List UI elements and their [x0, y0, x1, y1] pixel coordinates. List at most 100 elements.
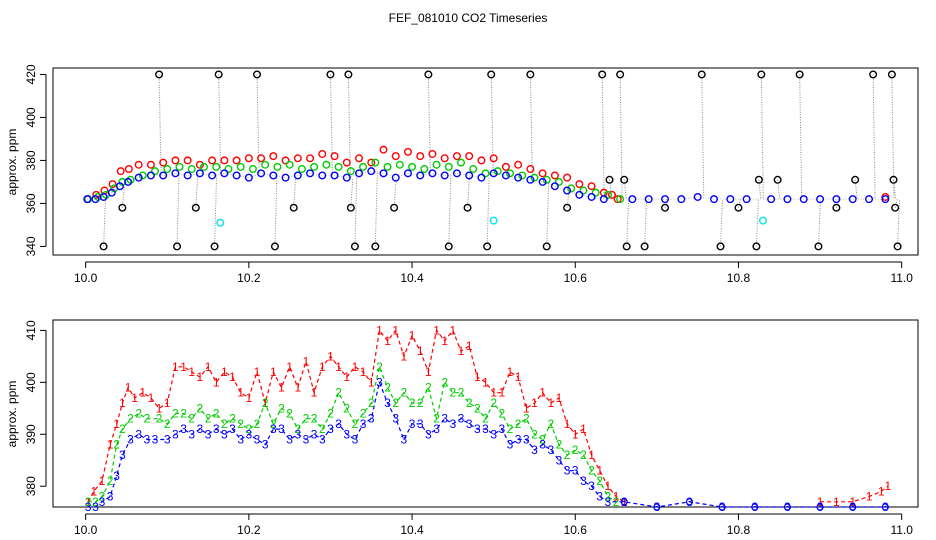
- bottom-point-series-2: 2: [246, 422, 253, 436]
- top-point-series-3: [257, 169, 266, 178]
- bottom-point-series-2: 2: [221, 417, 228, 431]
- bottom-point-series-2: 2: [113, 438, 120, 452]
- bottom-x-tick-label: 10.2: [237, 523, 261, 537]
- top-point-series-2: [542, 175, 551, 184]
- bottom-line-series-3: [88, 380, 886, 508]
- top-point-series-1: [613, 195, 622, 204]
- top-point-series-1: [124, 165, 133, 174]
- bottom-point-series-3: 3: [205, 427, 212, 441]
- top-point-series-3: [195, 169, 204, 178]
- top-point-series-1: [220, 156, 229, 165]
- bottom-point-series-3: 3: [327, 422, 334, 436]
- top-point-series-1: [318, 149, 327, 158]
- top-point-series-5: [814, 242, 823, 251]
- top-point-series-3: [306, 169, 315, 178]
- top-point-series-5: [289, 203, 298, 212]
- bottom-point-series-3: 3: [384, 396, 391, 410]
- bottom-point-series-2: 2: [531, 427, 538, 441]
- top-point-series-1: [159, 158, 168, 167]
- top-point-series-3: [881, 195, 890, 204]
- top-point-series-3: [391, 173, 400, 182]
- bottom-point-series-3: 3: [466, 417, 473, 431]
- bottom-point-series-1: 1: [164, 396, 171, 410]
- top-point-series-3: [563, 186, 572, 195]
- bottom-point-series-1: 1: [613, 490, 620, 504]
- bottom-point-series-1: 1: [262, 396, 269, 410]
- top-point-series-1: [232, 156, 241, 165]
- bottom-point-series-1: 1: [221, 365, 228, 379]
- bottom-point-series-3: 3: [547, 443, 554, 457]
- top-point-series-3: [599, 195, 608, 204]
- bottom-point-series-1: 1: [319, 360, 326, 374]
- top-point-series-5: [390, 203, 399, 212]
- bottom-point-series-2: 2: [197, 401, 204, 415]
- bottom-point-series-1: 1: [866, 490, 873, 504]
- top-spike-line: [817, 199, 821, 247]
- top-point-series-5: [371, 242, 380, 251]
- top-baseline-trace: [87, 170, 886, 200]
- bottom-point-series-2: 2: [401, 386, 408, 400]
- bottom-point-series-3: 3: [197, 422, 204, 436]
- top-spike-line: [626, 199, 630, 247]
- bottom-point-series-3: 3: [515, 432, 522, 446]
- bottom-point-series-2: 2: [156, 412, 163, 426]
- bottom-point-series-3: 3: [474, 422, 481, 436]
- top-point-series-5: [99, 242, 108, 251]
- bottom-point-series-1: 1: [148, 391, 155, 405]
- top-y-tick-label: 380: [24, 150, 38, 170]
- bottom-point-series-1: 1: [507, 365, 514, 379]
- top-point-series-5: [605, 175, 614, 184]
- bottom-point-series-2: 2: [99, 490, 106, 504]
- top-spike-line: [448, 175, 452, 247]
- bottom-point-series-2: 2: [376, 360, 383, 374]
- bottom-point-series-2: 2: [466, 396, 473, 410]
- bottom-point-series-1: 1: [588, 448, 595, 462]
- bottom-point-series-3: 3: [99, 495, 106, 509]
- bottom-y-tick-label: 390: [24, 424, 38, 444]
- top-point-series-1: [452, 152, 461, 161]
- top-point-series-1: [100, 186, 109, 195]
- top-point-series-2: [554, 177, 563, 186]
- top-point-series-2: [310, 162, 319, 171]
- bottom-point-series-2: 2: [237, 417, 244, 431]
- top-point-series-2: [236, 162, 245, 171]
- top-point-series-3: [477, 173, 486, 182]
- top-point-series-1: [293, 154, 302, 163]
- bottom-point-series-2: 2: [327, 407, 334, 421]
- bottom-point-series-1: 1: [213, 375, 220, 389]
- top-point-series-3: [550, 182, 559, 191]
- bottom-point-series-3: 3: [246, 427, 253, 441]
- bottom-point-series-3: 3: [286, 432, 293, 446]
- bottom-point-series-3: 3: [784, 500, 791, 514]
- top-point-series-1: [489, 154, 498, 163]
- top-spike-line: [737, 199, 741, 208]
- bottom-point-series-1: 1: [311, 386, 318, 400]
- bottom-series-lines: [87, 328, 889, 508]
- bottom-point-series-2: 2: [392, 396, 399, 410]
- bottom-point-series-1: 1: [113, 417, 120, 431]
- bottom-point-series-1: 1: [327, 349, 334, 363]
- bottom-point-series-1: 1: [458, 344, 465, 358]
- bottom-point-series-3: 3: [221, 427, 228, 441]
- top-point-series-5: [889, 175, 898, 184]
- bottom-point-series-2: 2: [262, 396, 269, 410]
- top-point-series-1: [477, 156, 486, 165]
- top-point-series-1: [550, 171, 559, 180]
- bottom-point-series-2: 2: [613, 495, 620, 509]
- top-point-series-5: [891, 203, 900, 212]
- top-point-series-2: [346, 167, 355, 176]
- top-point-series-5: [563, 203, 572, 212]
- top-point-series-5: [463, 203, 472, 212]
- bottom-point-series-3: 3: [262, 438, 269, 452]
- top-point-series-1: [257, 154, 266, 163]
- top-point-series-1: [108, 180, 117, 189]
- top-x-tick-label: 10.2: [237, 271, 261, 285]
- top-point-series-3: [693, 192, 702, 201]
- top-spike-line: [835, 199, 839, 208]
- top-spike-line: [799, 74, 803, 200]
- bottom-y-tick-label: 410: [24, 320, 38, 340]
- top-point-series-3: [767, 195, 776, 204]
- bottom-point-series-3: 3: [539, 438, 546, 452]
- bottom-point-series-3: 3: [523, 432, 530, 446]
